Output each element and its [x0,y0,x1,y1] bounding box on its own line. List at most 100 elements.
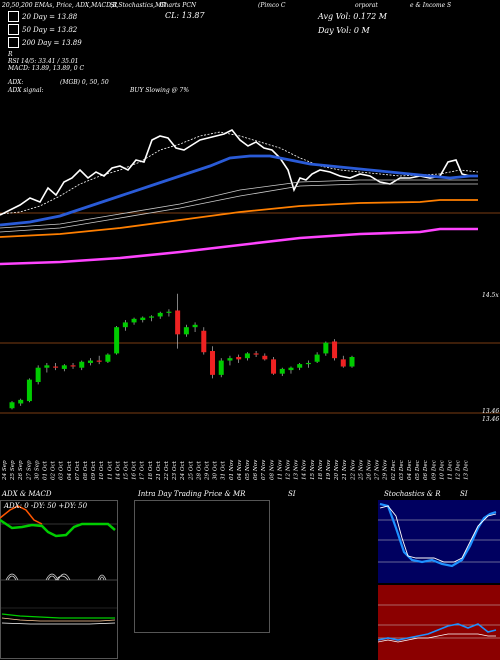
date-tick-label: 18 Oct [148,460,154,480]
rsi-line [378,623,497,641]
date-tick-label: 13 Dec [464,459,470,480]
candle-body [297,364,303,368]
date-tick-label: 10 Dec [439,459,445,480]
legend-ema20-text: 20 Day = 13.88 [22,12,78,21]
stoch-rsi-panel [378,500,500,660]
candle-body [201,330,207,353]
macd-hist-line [1,622,116,625]
macd-readout: MACD: 13.89, 13.89, 0 C [8,65,85,72]
candle-body [262,355,268,360]
candle [87,358,93,366]
ema200-line [0,227,478,266]
candle [61,364,67,372]
legend-ema20: 20 Day = 13.88 [8,11,77,22]
adx-hump-1 [5,573,19,581]
candle [349,355,355,368]
intraday-panel [134,500,270,633]
date-tick-label: 07 Oct [75,460,81,480]
ema-dotted-line [0,131,479,215]
date-tick-label: 11 Nov [277,459,283,480]
company-name-3: e & Income S [410,2,452,9]
candle [148,315,154,322]
date-tick-label: 13 Nov [294,459,300,480]
candle-body [166,311,172,313]
date-tick-label: 11 Oct [107,460,113,480]
candle [9,401,15,410]
date-tick-label: 02 Oct [51,460,57,480]
date-tick-label: 15 Nov [310,459,316,480]
date-tick-label: 16 Oct [132,460,138,480]
candle-body [253,353,259,355]
date-tick-label: 02 Dec [391,459,397,480]
intraday-panel-title: Intra Day Trading Price & MR [138,490,246,498]
date-tick-label: 30 Sep [34,460,40,480]
candle-body [114,327,120,354]
rsi-panel-bg [378,585,500,660]
candle [262,353,268,361]
date-tick-label: 03 Oct [59,460,65,480]
candle-body [288,367,294,371]
adx-minus-line [0,505,43,525]
candle [53,362,59,371]
candle-body [70,365,76,367]
stoch-panel-bg [378,500,500,583]
candle [218,358,224,378]
candle [288,366,294,374]
candle-body [183,327,189,335]
candle-body [157,312,163,317]
candle-body [271,359,277,374]
candle [79,360,85,371]
candle-body [9,402,15,409]
date-tick-label: 19 Nov [326,459,332,480]
date-tick-label: 12 Dec [456,459,462,480]
candle [236,354,242,363]
candle-body [148,316,154,318]
adx-panel-title: ADX & MACD [2,490,52,498]
intraday-panel-si: SI [288,490,296,498]
candle [314,352,320,363]
stoch-panel-si: SI [460,490,468,498]
candle-body [305,362,311,365]
stoch-title: SI,Stochastics,MR [110,2,166,9]
ema20-line [0,154,478,227]
candle-body [105,354,111,362]
candle [26,378,32,403]
candle [44,362,50,373]
adx-readout: ADX: [8,79,24,86]
candle [210,346,216,379]
date-tick-label: 05 Nov [245,459,251,480]
candle-body [175,310,181,335]
candle-body [131,318,137,323]
main-price-chart: 24 Sep 25 Sep 26 Sep 27 Sep 30 Sep 01 Oct 02 O… [0,128,500,480]
candle [305,360,311,368]
legend-ema50-text: 50 Day = 13.82 [22,25,78,34]
candle-body [314,354,320,362]
day-vol: Day Vol: 0 M [318,26,370,35]
ema50-line [0,199,478,238]
date-tick-label: 06 Nov [253,459,259,480]
stoch-k-line [379,502,497,568]
date-tick-label: 30 Oct [213,460,219,480]
candle [297,362,303,371]
adx-plus-line [0,518,116,538]
candle-body [35,367,41,383]
date-tick-label: 08 Oct [83,460,89,480]
candle [166,309,172,317]
date-tick-label: 24 Oct [180,460,186,480]
date-tick-label: 05 Dec [415,459,421,480]
candle-body [26,379,32,402]
candle-body [210,351,216,375]
date-tick-label: 10 Oct [99,460,105,480]
candle-body [279,368,285,374]
legend-ema200-text: 200 Day = 13.89 [22,38,82,47]
candle-body [332,341,338,359]
date-tick-label: 25 Nov [358,459,364,480]
macd-main-line [1,613,115,619]
date-tick-label: 17 Oct [140,460,146,480]
date-tick-label: 07 Nov [261,459,267,480]
macd-signal-line [1,617,116,622]
adx-hump-3 [97,574,107,581]
candle-body [18,399,24,404]
legend-ema20-swatch [8,11,19,22]
legend-ema50: 50 Day = 13.82 [8,24,77,35]
